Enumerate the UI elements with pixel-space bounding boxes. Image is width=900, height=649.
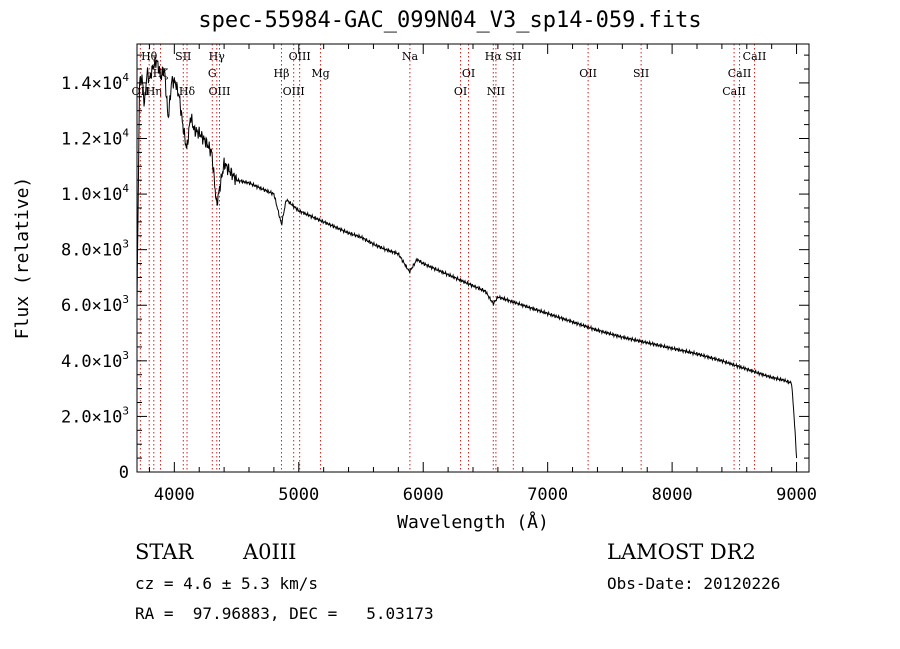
y-tick-label: 6.0×103 xyxy=(61,293,129,316)
line-label: NII xyxy=(487,85,505,98)
chart-title: spec-55984-GAC_099N04_V3_sp14-059.fits xyxy=(198,8,702,33)
line-label: Hγ xyxy=(209,50,226,63)
y-tick-exponent: 3 xyxy=(122,349,129,362)
x-tick-label: 7000 xyxy=(527,485,568,505)
plot-frame xyxy=(136,43,810,473)
x-tick-label: 9000 xyxy=(776,485,817,505)
y-tick-exponent: 3 xyxy=(122,238,129,251)
y-tick-label: 0 xyxy=(119,463,129,483)
y-tick-label: 2.0×103 xyxy=(61,404,129,427)
y-tick-mantissa: 4.0×10 xyxy=(61,352,122,372)
y-tick-label: 1.0×104 xyxy=(61,182,129,205)
line-label: CaII xyxy=(722,85,746,98)
y-tick-label: 8.0×103 xyxy=(61,238,129,261)
x-tick-label: 6000 xyxy=(403,485,444,505)
line-label: OII xyxy=(579,67,597,80)
y-axis-label: Flux (relative) xyxy=(12,177,33,340)
y-tick-mantissa: 1.2×10 xyxy=(61,129,122,149)
line-label: Mg xyxy=(311,67,329,80)
line-label: CaII xyxy=(728,67,752,80)
x-tick-label: 5000 xyxy=(278,485,319,505)
line-label: G xyxy=(208,67,217,80)
line-label: SII xyxy=(175,50,191,63)
line-label: Hη xyxy=(146,85,162,98)
line-label: Na xyxy=(402,50,419,63)
line-label: Hβ xyxy=(274,67,290,80)
line-label: SII xyxy=(633,67,649,80)
y-tick-exponent: 4 xyxy=(122,71,129,84)
line-label: OI xyxy=(454,85,467,98)
redshift-text: cz = 4.6 ± 5.3 km/s xyxy=(135,574,319,593)
y-tick-exponent: 3 xyxy=(122,293,129,306)
line-label: Hδ xyxy=(179,85,196,98)
y-tick-mantissa: 1.0×10 xyxy=(61,185,122,205)
spectrum-line xyxy=(136,56,798,459)
y-tick-mantissa: 0 xyxy=(119,463,129,483)
line-label: CaII xyxy=(743,50,767,63)
y-tick-mantissa: 8.0×10 xyxy=(61,241,122,261)
line-label: SII xyxy=(505,50,521,63)
object-subclass: A0III xyxy=(243,540,297,564)
obs-date-text: Obs-Date: 20120226 xyxy=(607,574,781,593)
y-tick-label: 1.4×104 xyxy=(61,71,129,94)
line-label: OIII xyxy=(289,50,311,63)
y-tick-exponent: 4 xyxy=(122,126,129,139)
line-label: OI xyxy=(462,67,475,80)
x-tick-label: 8000 xyxy=(652,485,693,505)
survey-label: LAMOST DR2 xyxy=(607,540,756,564)
x-tick-label: 4000 xyxy=(154,485,195,505)
line-label: Hα xyxy=(485,50,503,63)
y-tick-label: 1.2×104 xyxy=(61,126,129,149)
line-label: OIII xyxy=(283,85,305,98)
line-label: OIII xyxy=(208,85,230,98)
x-axis-label: Wavelength (Å) xyxy=(397,511,549,533)
object-class: STAR xyxy=(135,540,194,564)
y-tick-mantissa: 2.0×10 xyxy=(61,407,122,427)
y-tick-mantissa: 6.0×10 xyxy=(61,296,122,316)
y-tick-exponent: 3 xyxy=(122,404,129,417)
coords-text: RA = 97.96883, DEC = 5.03173 xyxy=(135,604,434,623)
y-tick-mantissa: 1.4×10 xyxy=(61,74,122,94)
y-tick-exponent: 4 xyxy=(122,182,129,195)
y-tick-label: 4.0×103 xyxy=(61,349,129,372)
